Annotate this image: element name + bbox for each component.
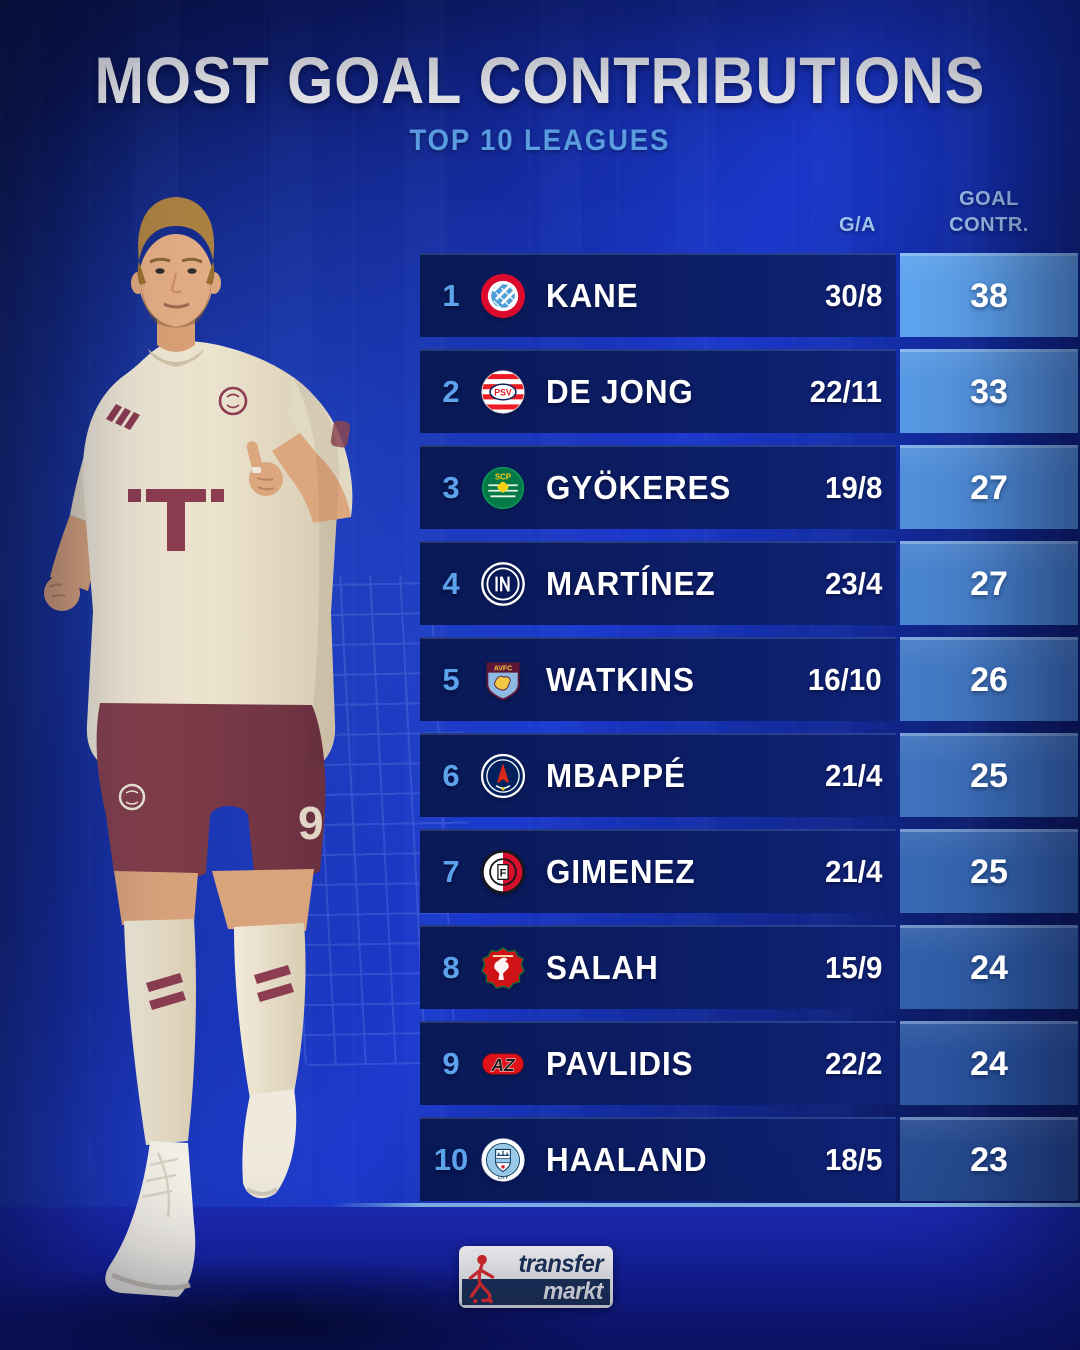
goal-contr-value: 33	[970, 373, 1008, 411]
table-row-1: 1 KANE 30/8 38	[420, 253, 1078, 337]
svg-text:PSV: PSV	[494, 387, 512, 397]
goal-contr-cell: 23	[900, 1117, 1078, 1201]
table-row-10: 10 CITY HAALAND 18/5 23	[420, 1117, 1078, 1201]
column-header-goal-contr-line1: GOAL	[959, 188, 1019, 210]
row-player-section: 6 MBAPPÉ 21/4	[420, 733, 896, 817]
goals-assists-value: 15/9	[824, 950, 882, 985]
liverpool-crest-icon	[480, 945, 526, 991]
goals-assists-value: 21/4	[824, 758, 882, 793]
player-photo: 9	[44, 197, 353, 1297]
svg-text:AZ: AZ	[490, 1055, 516, 1075]
goal-contr-cell: 27	[900, 445, 1078, 529]
goal-contr-cell: 27	[900, 541, 1078, 625]
svg-text:AVFC: AVFC	[494, 666, 512, 673]
page-subtitle: TOP 10 LEAGUES	[409, 124, 671, 157]
row-player-section: 3 SCP GYÖKERES 19/8	[420, 445, 896, 529]
goal-contr-value: 27	[970, 565, 1008, 603]
row-player-section: 8 SALAH 15/9	[420, 925, 896, 1009]
goal-contr-cell: 24	[900, 925, 1078, 1009]
goals-assists-value: 19/8	[824, 470, 882, 505]
goal-contr-value: 24	[970, 1045, 1008, 1083]
player-name: HAALAND	[546, 1141, 708, 1178]
svg-text:SCP: SCP	[495, 472, 511, 481]
mancity-crest-icon: CITY	[480, 1137, 526, 1183]
player-name: KANE	[546, 277, 639, 314]
az-crest-icon: AZ	[480, 1041, 526, 1087]
goal-contr-value: 27	[970, 469, 1008, 507]
row-player-section: 7 F GIMENEZ 21/4	[420, 829, 896, 913]
sporting-crest-icon: SCP	[480, 465, 526, 511]
goal-contr-value: 24	[970, 949, 1008, 987]
column-header-goal-contr-line2: CONTR.	[949, 214, 1029, 236]
goal-contr-cell: 26	[900, 637, 1078, 721]
inter-crest-icon	[480, 561, 526, 607]
player-name: GYÖKERES	[546, 469, 732, 506]
player-name: GIMENEZ	[546, 853, 696, 890]
player-name: DE JONG	[546, 373, 694, 410]
goals-assists-value: 22/2	[824, 1046, 882, 1081]
goal-contr-cell: 25	[900, 829, 1078, 913]
divider-line	[330, 1203, 1080, 1207]
goal-contr-value: 25	[970, 757, 1008, 795]
row-player-section: 5 AVFC WATKINS 16/10	[420, 637, 896, 721]
player-name: MBAPPÉ	[546, 757, 686, 794]
goal-contr-cell: 24	[900, 1021, 1078, 1105]
astonvilla-crest-icon: AVFC	[480, 657, 526, 703]
table-row-5: 5 AVFC WATKINS 16/10 26	[420, 637, 1078, 721]
goals-assists-value: 21/4	[824, 854, 882, 889]
goal-contr-value: 23	[970, 1141, 1008, 1179]
feyenoord-crest-icon: F	[480, 849, 526, 895]
table-row-7: 7 F GIMENEZ 21/4 25	[420, 829, 1078, 913]
player-name: WATKINS	[546, 661, 695, 698]
row-player-section: 10 CITY HAALAND 18/5	[420, 1117, 896, 1201]
goal-contr-cell: 38	[900, 253, 1078, 337]
logo-top-band: transfer	[462, 1249, 610, 1279]
goal-contr-value: 26	[970, 661, 1008, 699]
logo-word-transfer: transfer	[518, 1249, 603, 1278]
row-player-section: 9 AZ PAVLIDIS 22/2	[420, 1021, 896, 1105]
table-row-6: 6 MBAPPÉ 21/4 25	[420, 733, 1078, 817]
table-row-8: 8 SALAH 15/9 24	[420, 925, 1078, 1009]
goals-assists-value: 22/11	[809, 374, 882, 409]
goals-assists-value: 16/10	[808, 662, 882, 697]
row-player-section: 4 MARTÍNEZ 23/4	[420, 541, 896, 625]
table-row-2: 2 PSV DE JONG 22/11 33	[420, 349, 1078, 433]
psg-crest-icon	[480, 753, 526, 799]
column-header-goal-contr: GOAL CONTR.	[900, 186, 1078, 238]
row-player-section: 1 KANE 30/8	[420, 253, 896, 337]
table-row-4: 4 MARTÍNEZ 23/4 27	[420, 541, 1078, 625]
svg-text:F: F	[500, 868, 507, 880]
goals-assists-value: 30/8	[824, 278, 882, 313]
player-name: SALAH	[546, 949, 659, 986]
svg-text:CITY: CITY	[498, 1175, 508, 1180]
goal-contr-cell: 33	[900, 349, 1078, 433]
psv-crest-icon: PSV	[480, 369, 526, 415]
transfermarkt-logo: transfer markt	[459, 1246, 613, 1308]
logo-word-markt: markt	[543, 1278, 603, 1305]
column-header-ga: G/A	[838, 214, 876, 236]
svg-text:9: 9	[298, 797, 324, 849]
logo-player-icon	[468, 1254, 495, 1304]
table-row-9: 9 AZ PAVLIDIS 22/2 24	[420, 1021, 1078, 1105]
goal-contr-value: 25	[970, 853, 1008, 891]
goals-assists-value: 18/5	[824, 1142, 882, 1177]
player-name: MARTÍNEZ	[546, 565, 716, 602]
goals-assists-value: 23/4	[824, 566, 882, 601]
goal-contr-value: 38	[970, 277, 1008, 315]
table-row-3: 3 SCP GYÖKERES 19/8 27	[420, 445, 1078, 529]
player-name: PAVLIDIS	[546, 1045, 694, 1082]
goal-contr-cell: 25	[900, 733, 1078, 817]
bayern-crest-icon	[480, 273, 526, 319]
page-title: MOST GOAL CONTRIBUTIONS	[94, 43, 986, 117]
row-player-section: 2 PSV DE JONG 22/11	[420, 349, 896, 433]
